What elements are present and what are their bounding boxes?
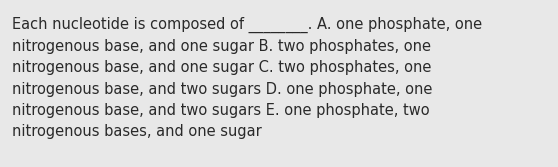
Text: Each nucleotide is composed of ________. A. one phosphate, one
nitrogenous base,: Each nucleotide is composed of ________.…: [12, 17, 483, 139]
